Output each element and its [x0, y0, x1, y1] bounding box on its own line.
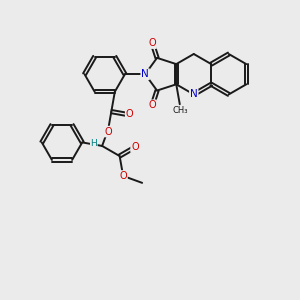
Text: N: N [190, 89, 198, 99]
Text: N: N [141, 69, 149, 79]
Text: O: O [104, 127, 112, 136]
Text: O: O [148, 38, 156, 48]
Text: O: O [126, 109, 133, 119]
Text: CH₃: CH₃ [172, 106, 188, 115]
Text: O: O [131, 142, 139, 152]
Text: O: O [148, 100, 156, 110]
Text: H: H [90, 139, 97, 148]
Text: O: O [119, 171, 127, 181]
